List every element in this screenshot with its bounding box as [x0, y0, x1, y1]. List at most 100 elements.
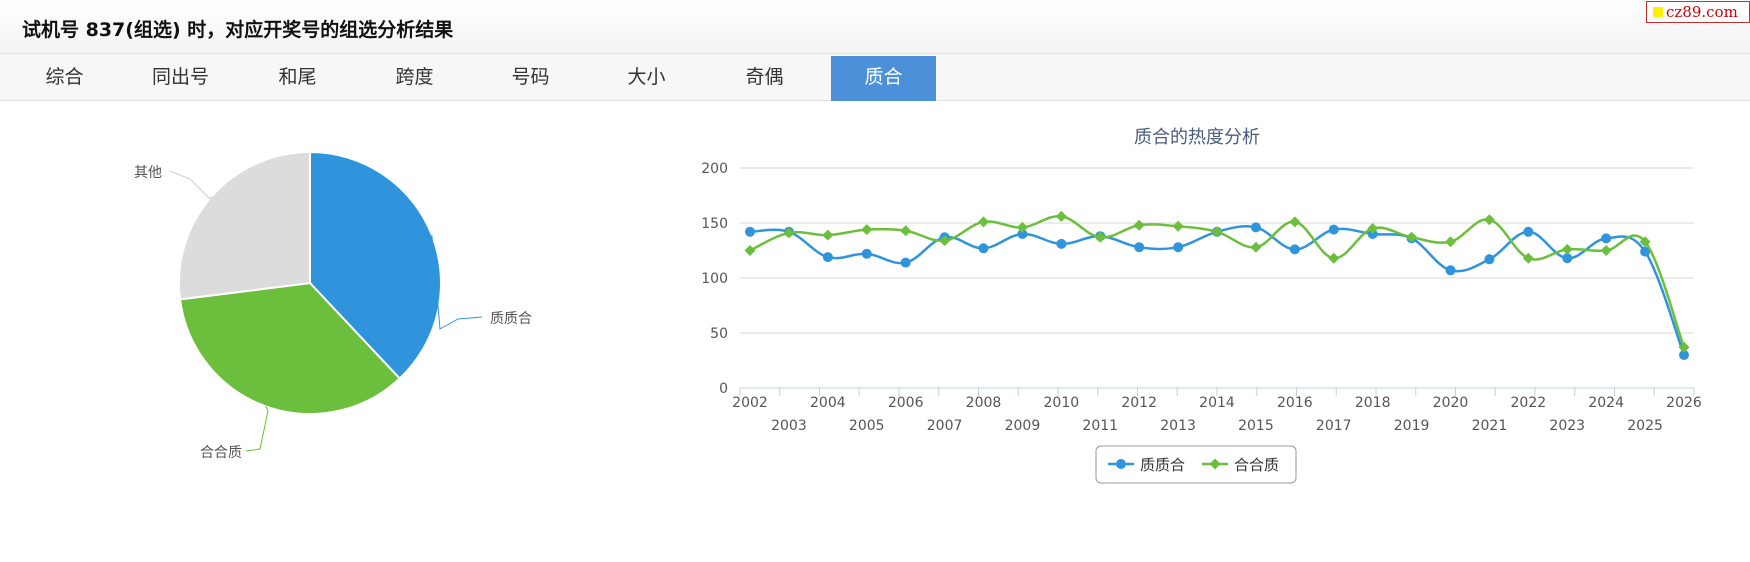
x-tick-label: 2007	[927, 418, 963, 434]
y-tick-label: 100	[701, 271, 728, 287]
x-tick-label: 2004	[810, 395, 846, 411]
data-point-series-2[interactable]	[1367, 223, 1379, 234]
x-tick-label: 2011	[1082, 418, 1118, 434]
tab-bar: 综合 同出号 和尾 跨度 号码 大小 奇偶 质合	[0, 54, 1750, 101]
tab-8[interactable]: 质合	[831, 56, 936, 101]
data-point-series-2[interactable]	[1133, 219, 1145, 231]
x-tick-label: 2013	[1160, 418, 1196, 434]
x-tick-label: 2025	[1627, 418, 1663, 434]
data-point-series-1[interactable]	[745, 226, 755, 237]
data-point-series-1[interactable]	[1640, 246, 1651, 257]
data-point-series-1[interactable]	[1250, 222, 1261, 233]
data-point-series-2[interactable]	[900, 225, 912, 237]
x-tick-label: 2018	[1355, 395, 1391, 411]
data-point-series-1[interactable]	[1523, 226, 1534, 237]
data-point-series-2[interactable]	[1289, 216, 1301, 228]
data-point-series-2[interactable]	[1172, 220, 1184, 232]
data-point-series-2[interactable]	[1094, 231, 1106, 243]
pie-label-1: 质质合	[490, 311, 532, 327]
x-tick-label: 2008	[966, 395, 1002, 411]
pie-connector-3	[169, 170, 213, 200]
legend-box	[1095, 445, 1297, 484]
tab-3[interactable]: 和尾	[278, 66, 317, 88]
logo-square-icon	[1653, 7, 1663, 17]
data-point-series-1[interactable]	[978, 243, 989, 254]
data-point-series-2[interactable]	[978, 216, 989, 228]
data-point-series-1[interactable]	[822, 252, 833, 263]
data-point-series-2[interactable]	[783, 227, 795, 239]
tab-1[interactable]: 综合	[45, 66, 84, 88]
x-tick-label: 2009	[1005, 418, 1041, 434]
y-tick-label: 0	[719, 381, 728, 397]
x-tick-label: 2017	[1316, 418, 1352, 434]
data-point-series-1[interactable]	[900, 257, 911, 268]
x-tick-label: 2026	[1666, 395, 1702, 411]
data-point-series-2[interactable]	[1600, 245, 1612, 256]
x-tick-label: 2010	[1044, 395, 1080, 411]
data-point-series-1[interactable]	[1601, 233, 1612, 244]
data-point-series-1[interactable]	[1445, 265, 1456, 276]
chart-legend: 质质合 合合质	[1095, 445, 1297, 484]
header-bar: 试机号 837(组选) 时，对应开奖号的组选分析结果 cz89.com	[0, 0, 1750, 54]
data-point-series-1[interactable]	[1289, 244, 1300, 255]
x-tick-label: 2023	[1549, 418, 1585, 434]
data-point-series-2[interactable]	[1328, 252, 1340, 264]
site-logo[interactable]: cz89.com	[1646, 1, 1750, 23]
data-point-series-1[interactable]	[1562, 253, 1573, 264]
data-point-series-1[interactable]	[861, 248, 872, 259]
tab-4[interactable]: 跨度	[395, 66, 434, 88]
data-point-series-1[interactable]	[1173, 242, 1184, 253]
pie-connector-1	[431, 234, 483, 330]
legend-circle-icon	[1116, 459, 1126, 469]
data-point-series-2[interactable]	[861, 224, 873, 236]
data-point-series-2[interactable]	[744, 245, 756, 256]
data-point-series-2[interactable]	[1211, 226, 1223, 238]
data-point-series-1[interactable]	[1484, 254, 1495, 265]
data-point-series-2[interactable]	[939, 235, 951, 247]
data-point-series-1[interactable]	[1134, 242, 1145, 253]
data-point-series-2[interactable]	[1483, 214, 1495, 226]
data-point-series-2[interactable]	[1639, 236, 1651, 248]
line-chart: 质合的热度分析050100150200200220032004200520062…	[701, 127, 1702, 484]
x-tick-label: 2022	[1511, 395, 1547, 411]
data-point-series-1[interactable]	[1679, 350, 1689, 360]
legend-label: 质质合	[1140, 456, 1185, 474]
x-tick-label: 2020	[1433, 395, 1469, 411]
x-tick-label: 2006	[888, 395, 924, 411]
legend-diamond-icon	[1209, 458, 1221, 470]
data-point-series-2[interactable]	[1678, 341, 1690, 353]
data-point-series-2[interactable]	[1406, 231, 1418, 243]
tab-2[interactable]: 同出号	[151, 66, 209, 88]
page-title: 试机号 837(组选) 时，对应开奖号的组选分析结果	[22, 19, 454, 41]
x-tick-label: 2015	[1238, 418, 1274, 434]
legend-label: 合合质	[1234, 456, 1279, 474]
y-tick-label: 150	[701, 216, 728, 232]
data-point-series-1[interactable]	[1017, 229, 1028, 239]
pie-slice-2[interactable]	[178, 281, 402, 415]
x-tick-label: 2019	[1394, 418, 1430, 434]
data-point-series-2[interactable]	[1522, 252, 1534, 264]
x-tick-label: 2014	[1199, 395, 1235, 411]
data-point-series-2[interactable]	[1445, 236, 1456, 248]
x-tick-label: 2002	[732, 395, 768, 411]
x-tick-label: 2016	[1277, 395, 1313, 411]
tab-5[interactable]: 号码	[511, 66, 550, 88]
data-point-series-2[interactable]	[1055, 210, 1067, 222]
x-tick-label: 2021	[1472, 418, 1508, 434]
tab-7[interactable]: 奇偶	[745, 66, 784, 88]
legend-item-2[interactable]: 合合质	[1202, 456, 1279, 474]
x-tick-label: 2005	[849, 418, 885, 434]
data-point-series-1[interactable]	[1328, 224, 1339, 235]
y-tick-label: 50	[710, 326, 728, 342]
data-point-series-2[interactable]	[1250, 241, 1262, 253]
data-point-series-1[interactable]	[1056, 238, 1067, 249]
data-point-series-2[interactable]	[822, 229, 834, 241]
pie-slice-3[interactable]	[178, 150, 311, 301]
data-point-series-2[interactable]	[1016, 221, 1028, 233]
legend-item-1[interactable]: 质质合	[1108, 456, 1185, 474]
data-point-series-2[interactable]	[1561, 243, 1573, 255]
x-tick-label: 2012	[1121, 395, 1157, 411]
tab-6[interactable]: 大小	[627, 66, 666, 88]
x-tick-label: 2003	[771, 418, 807, 434]
